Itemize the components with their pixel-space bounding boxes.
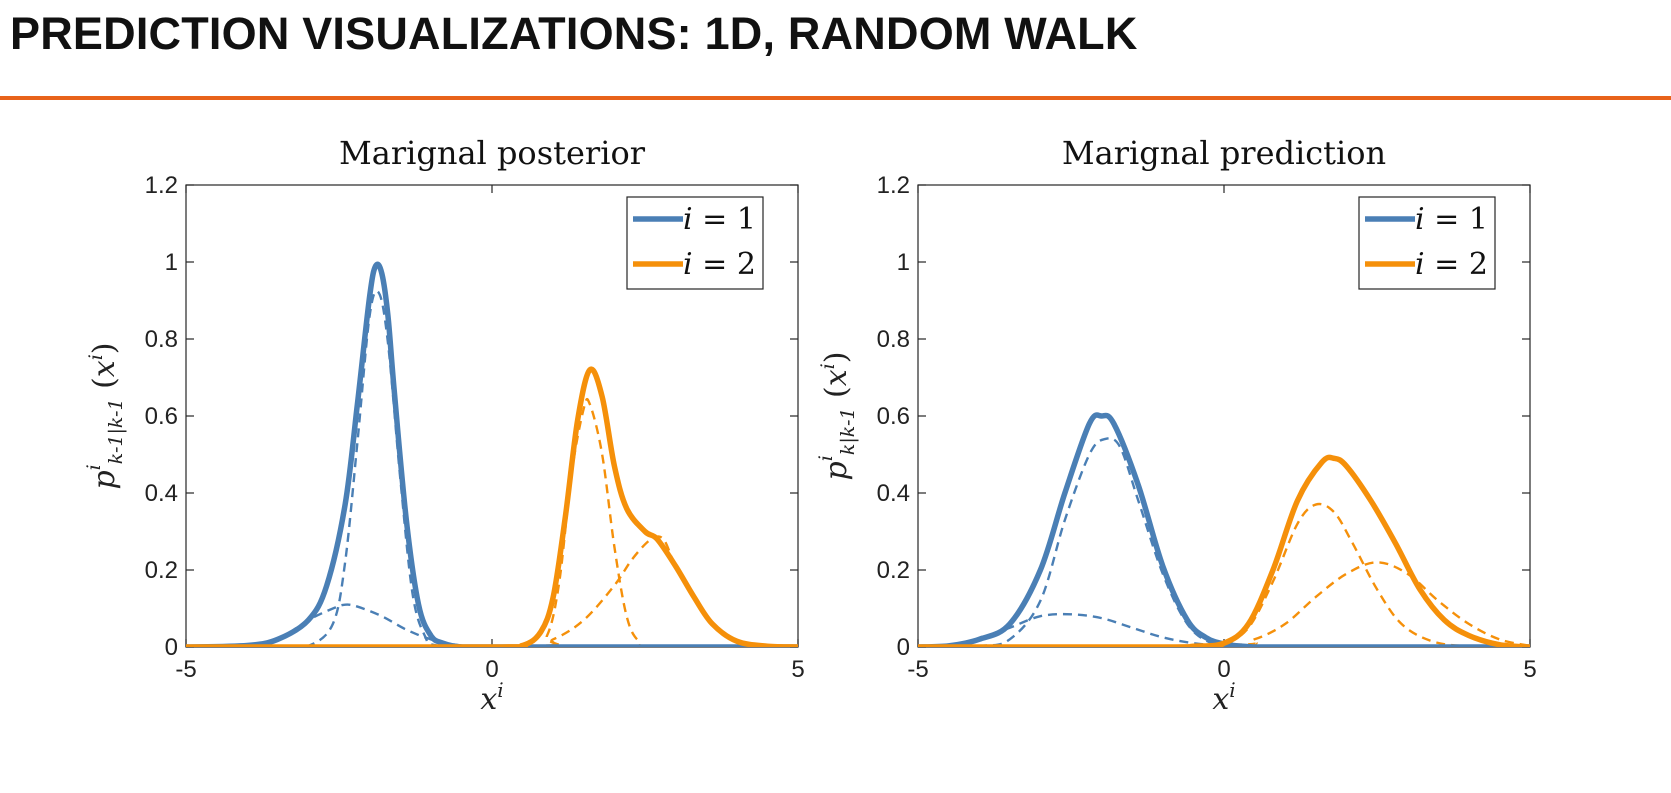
x-axis-label: xi [480,678,503,717]
legend: i = 1 i = 2 [626,196,764,290]
legend-label: i = 2 [1415,247,1488,282]
slide-title: PREDICTION VISUALIZATIONS: 1D, RANDOM WA… [10,8,1138,59]
y-axis-label: pik-1|k-1 (xi) [83,342,127,489]
legend-label: i = 1 [683,202,756,237]
chart-title: Marignal prediction [1062,134,1386,172]
dashed-component-line-3 [186,289,798,647]
y-tick-label: 0 [897,634,910,661]
y-tick-label: 0 [165,634,178,661]
y-tick-label: 1 [165,249,178,276]
x-tick-label: 0 [1217,656,1230,683]
legend-box [1358,196,1496,290]
y-tick-label: 0.6 [145,403,178,430]
x-tick-label: 5 [1523,656,1536,683]
series-line-2 [186,366,798,647]
x-tick-label: -5 [175,656,196,683]
y-tick-label: 0.2 [145,557,178,584]
legend: i = 1 i = 2 [1358,196,1496,290]
x-tick-label: -5 [907,656,928,683]
y-tick-label: 0.8 [877,326,910,353]
title-rule [0,96,1671,100]
chart-title: Marignal posterior [339,134,646,172]
series-line-2 [918,454,1530,647]
y-tick-label: 0.2 [877,557,910,584]
dashed-component-line-3 [918,437,1530,647]
x-axis-label: xi [1212,678,1235,717]
y-tick-label: 0.4 [877,480,910,507]
y-tick-label: 1.2 [145,172,178,199]
y-tick-label: 1 [897,249,910,276]
series-line-1 [918,412,1530,647]
legend-box [626,196,764,290]
legend-label: i = 1 [1415,202,1488,237]
x-tick-label: 0 [485,656,498,683]
x-tick-label: 5 [791,656,804,683]
y-tick-label: 0.4 [145,480,178,507]
legend-label: i = 2 [683,247,756,282]
y-tick-label: 1.2 [877,172,910,199]
y-axis-label: pik|k-1 (xi) [815,352,859,481]
y-tick-label: 0.6 [877,403,910,430]
y-tick-label: 0.8 [145,326,178,353]
